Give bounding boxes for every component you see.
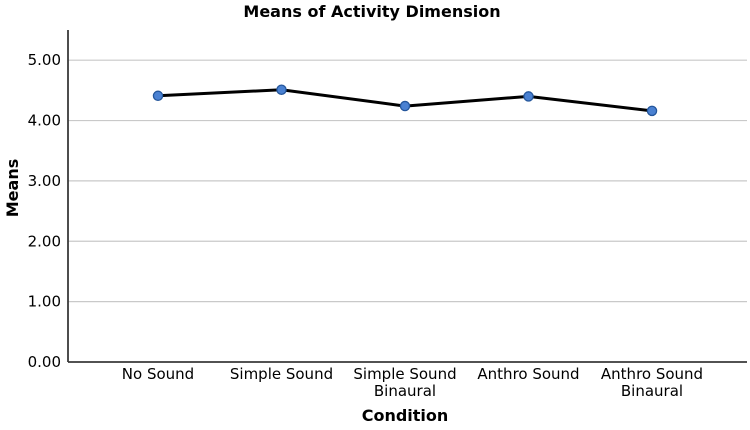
y-axis-title: Means bbox=[3, 159, 22, 217]
x-tick-label: No Sound bbox=[122, 365, 194, 383]
axes bbox=[67, 30, 747, 363]
x-axis-title: Condition bbox=[362, 406, 449, 425]
chart-title: Means of Activity Dimension bbox=[243, 2, 500, 21]
data-point-markers bbox=[152, 84, 658, 117]
x-axis-tick-labels: No Sound Simple Sound Simple Sound Binaural… bbox=[122, 365, 703, 400]
y-tick-label: 2.00 bbox=[28, 232, 61, 250]
y-tick-label: 3.00 bbox=[28, 172, 61, 190]
y-tick-label: 4.00 bbox=[28, 112, 61, 130]
gridlines bbox=[68, 59, 747, 303]
y-tick-label: 5.00 bbox=[28, 51, 61, 69]
y-tick-label: 0.00 bbox=[28, 353, 61, 371]
x-tick-label: Simple Sound Binaural bbox=[353, 365, 456, 400]
data-point-marker bbox=[152, 90, 164, 102]
y-axis-tick-labels: 0.00 1.00 2.00 3.00 4.00 5.00 bbox=[28, 51, 61, 371]
x-tick-label: Simple Sound bbox=[230, 365, 333, 383]
data-point-marker bbox=[523, 91, 534, 102]
x-tick-label: Anthro Sound bbox=[477, 365, 579, 383]
y-tick-label: 1.00 bbox=[28, 293, 61, 311]
data-point-marker bbox=[646, 105, 658, 117]
x-tick-label: Anthro Sound Binaural bbox=[601, 365, 703, 400]
data-point-marker bbox=[276, 84, 287, 96]
data-point-marker bbox=[399, 100, 411, 112]
